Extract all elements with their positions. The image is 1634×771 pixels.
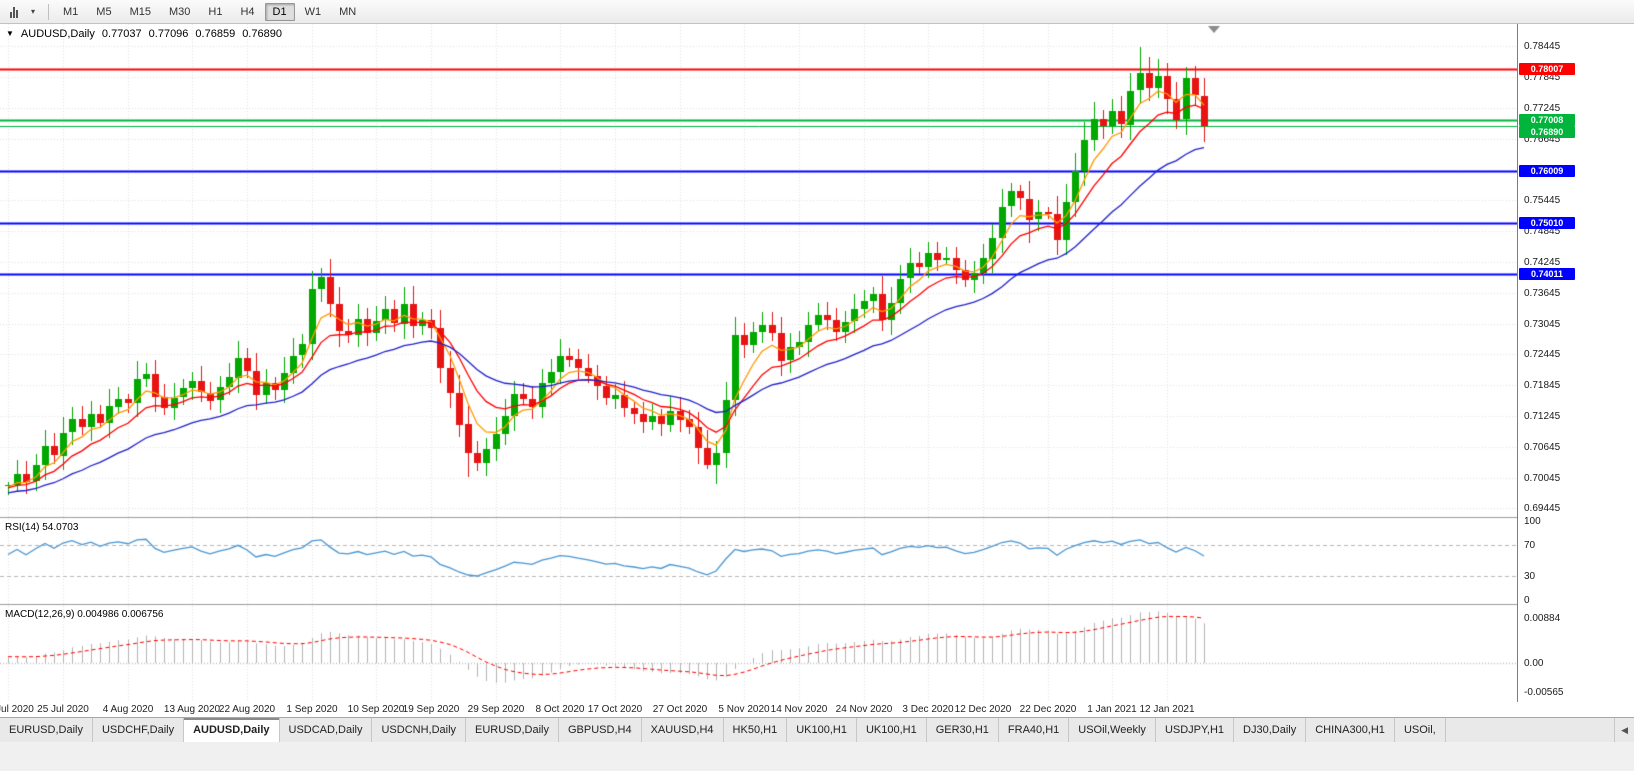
price-tick-label: 0.70645 [1524,441,1561,453]
date-label: 22 Aug 2020 [218,704,276,715]
price-tick-label: 0.70045 [1524,472,1561,484]
price-level-tag: 0.77008 [1519,114,1575,127]
chart-type-icon[interactable] [5,3,23,21]
timeframe-button-m15[interactable]: M15 [129,5,151,18]
chart-tab[interactable]: USDCNH,Daily [372,718,467,742]
chart-tab[interactable]: AUDUSD,Daily [184,718,280,742]
top-toolbar: ▾ M1 M5 M15 M30 H1 H4 D1 W1 MN [0,0,1634,24]
date-label: 3 Dec 2020 [902,704,954,715]
rsi-tick-label: 0 [1524,595,1530,606]
chart-menu-icon[interactable]: ▼ [6,29,14,38]
date-label: 22 Dec 2020 [1019,704,1077,715]
price-tick-label: 0.71245 [1524,410,1561,422]
date-label: 5 Nov 2020 [718,704,770,715]
price-tick-label: 0.71845 [1524,380,1561,392]
date-label: 4 Aug 2020 [102,704,154,715]
price-tick-label: 0.72445 [1524,349,1561,361]
price-tick-label: 0.69445 [1524,503,1561,515]
timeframe-button-d1[interactable]: D1 [264,2,295,21]
price-level-tag: 0.78007 [1519,62,1575,75]
chart-window: ▼ AUDUSD,Daily 0.77037 0.77096 0.76859 0… [0,24,1634,702]
chart-tab[interactable]: USOil, [1394,718,1446,742]
chart-tab[interactable]: GER30,H1 [926,718,999,742]
date-label: 10 Sep 2020 [347,704,405,715]
timeframe-button-group: M1 M5 M15 M30 H1 H4 D1 W1 MN [54,2,365,21]
price-tick-label: 0.78445 [1524,41,1561,53]
date-label: 27 Oct 2020 [652,704,708,715]
chart-tab[interactable]: FRA40,H1 [998,718,1070,742]
date-label: 19 Sep 2020 [402,704,460,715]
timeframe-button-w1[interactable]: W1 [304,5,322,18]
timeframe-button-mn[interactable]: MN [339,5,357,18]
price-level-tag: 0.76009 [1519,165,1575,178]
rsi-indicator-label: RSI(14) 54.0703 [5,522,79,533]
date-label: 14 Nov 2020 [770,704,828,715]
chart-tab[interactable]: HK50,H1 [723,718,788,742]
price-level-tag: 0.75010 [1519,216,1575,229]
date-label: 24 Nov 2020 [835,704,893,715]
ohlc-high: 0.77096 [148,28,189,40]
chart-tab[interactable]: DJ30,Daily [1234,718,1307,742]
price-tick-label: 0.75445 [1524,195,1561,207]
ohlc-low: 0.76859 [195,28,236,40]
date-label: 17 Oct 2020 [587,704,643,715]
macd-tick-label: 0.00 [1524,658,1544,669]
date-label: 13 Aug 2020 [163,704,221,715]
timeframe-button-m1[interactable]: M1 [63,5,79,18]
price-level-tag: 0.76890 [1519,126,1575,139]
chart-title-overlay: ▼ AUDUSD,Daily 0.77037 0.77096 0.76859 0… [6,28,282,40]
macd-tick-label: -0.00565 [1524,686,1564,698]
chart-tab[interactable]: UK100,H1 [787,718,857,742]
rsi-tick-label: 70 [1524,539,1536,551]
timeframe-button-m30[interactable]: M30 [168,5,191,18]
chart-symbol-period: AUDUSD,Daily [20,28,95,40]
bottom-strip [0,742,1634,771]
price-tick-label: 0.77245 [1524,102,1561,114]
chart-tab[interactable]: USDJPY,H1 [1155,718,1235,742]
chart-tab[interactable]: EURUSD,Daily [466,718,559,742]
chart-dropdown-caret-icon[interactable]: ▾ [30,6,35,16]
date-label: 25 Jul 2020 [37,704,89,715]
price-tick-label: 0.77845 [1524,72,1561,84]
chart-tab-bar: EURUSD,Daily USDCHF,Daily AUDUSD,Daily USDC… [0,717,1634,742]
date-label: 12 Jan 2021 [1139,704,1195,715]
ohlc-open: 0.77037 [101,28,142,40]
rsi-tick-label: 100 [1524,516,1541,527]
chart-tab[interactable]: GBPUSD,H4 [559,718,642,742]
bar-chart-icon [10,6,18,18]
rsi-tick-label: 30 [1524,571,1536,583]
chart-tab[interactable]: USOil,Weekly [1069,718,1156,742]
chart-tab[interactable]: USDCAD,Daily [279,718,373,742]
chart-tab[interactable]: CHINA300,H1 [1306,718,1395,742]
price-tick-label: 0.73045 [1524,318,1561,330]
chart-tab[interactable]: EURUSD,Daily [0,718,93,742]
price-tick-label: 0.74845 [1524,226,1561,238]
date-label: 1 Sep 2020 [286,704,338,715]
timeframe-button-m5[interactable]: M5 [96,5,112,18]
chart-tab[interactable]: USDCHF,Daily [92,718,185,742]
date-label: 1 Jan 2021 [1087,704,1137,715]
timeframe-button-h1[interactable]: H1 [208,5,223,18]
price-tick-label: 0.73645 [1524,287,1561,299]
chart-tab[interactable]: UK100,H1 [856,718,927,742]
chart-tab[interactable]: XAUUSD,H4 [641,718,724,742]
macd-tick-label: 0.00884 [1524,613,1561,625]
tab-scroll-left-icon[interactable]: ◀ [1614,718,1634,742]
price-tick-label: 0.76645 [1524,133,1561,145]
date-label: 29 Sep 2020 [467,704,525,715]
timeframe-button-h4[interactable]: H4 [240,5,255,18]
ohlc-close: 0.76890 [242,28,282,40]
toolbar-separator [48,3,49,20]
date-label: 8 Oct 2020 [535,704,585,715]
price-level-tag: 0.74011 [1519,267,1575,280]
chart-canvas[interactable] [0,24,1517,702]
date-label: 16 Jul 2020 [0,704,34,715]
date-label: 12 Dec 2020 [954,704,1012,715]
macd-indicator-label: MACD(12,26,9) 0.004986 0.006756 [5,609,164,620]
price-axis[interactable]: 0.784450.778450.772450.766450.760450.754… [1517,24,1634,702]
price-tick-label: 0.74245 [1524,256,1561,268]
